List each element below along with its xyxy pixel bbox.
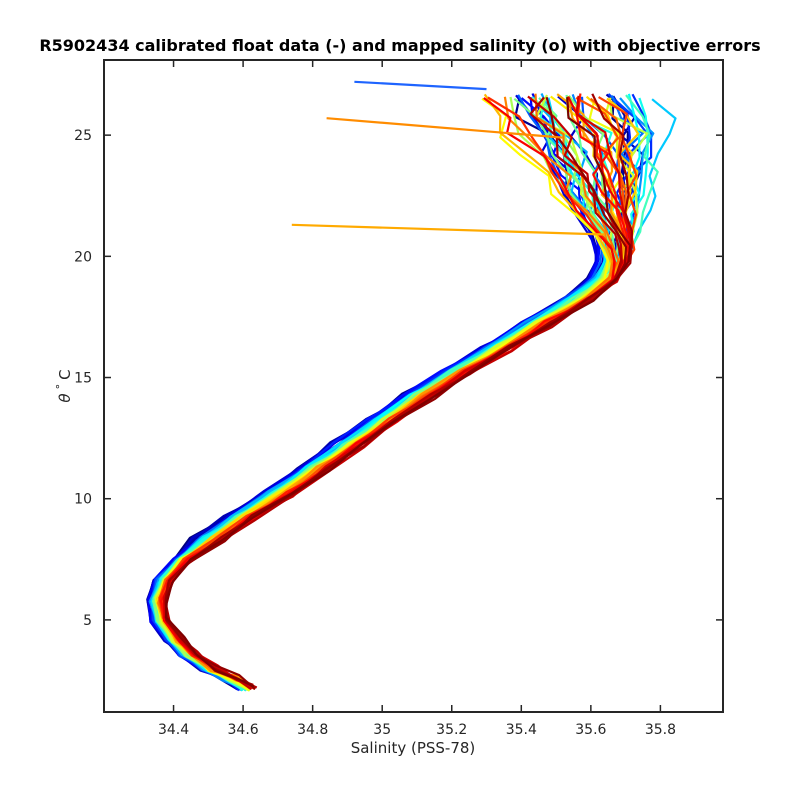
profile-line [147, 97, 600, 689]
profile-line [147, 93, 598, 691]
profile-line [150, 97, 610, 692]
y-axis-label-unit: C [56, 369, 74, 379]
profile-line [150, 97, 601, 691]
y-tick-label: 10 [74, 492, 92, 508]
outlier-profile-line [354, 80, 487, 91]
profile-line [156, 93, 613, 689]
profile-line [155, 97, 626, 692]
profile-line [155, 98, 611, 691]
outlier-profile-line [291, 223, 605, 236]
x-tick-label: 34.4 [158, 722, 189, 738]
profile-line [157, 97, 612, 688]
y-tick-label: 25 [74, 128, 92, 144]
x-tick-label: 35 [373, 722, 391, 738]
profile-line [159, 93, 628, 690]
profile-line [158, 97, 610, 687]
profile-line [156, 97, 611, 691]
profile-line [151, 94, 613, 690]
profile-line [151, 98, 606, 689]
profile-line [146, 97, 598, 691]
x-axis-label: Salinity (PSS-78) [351, 739, 476, 757]
profile-line [150, 93, 653, 692]
profile-line [151, 97, 613, 687]
x-tick-label: 34.6 [228, 722, 259, 738]
profile-line [158, 96, 610, 691]
profile-line [164, 96, 623, 689]
profile-line [152, 94, 616, 688]
plot-frame [103, 59, 724, 713]
outlier-profile-line [326, 117, 564, 139]
y-axis-label: θ ° C [54, 369, 74, 402]
profile-line [147, 95, 611, 687]
profile-line [150, 96, 620, 689]
profile-line [160, 97, 629, 690]
profile-line [147, 94, 597, 692]
profile-line [162, 97, 616, 687]
profile-line [162, 96, 631, 689]
y-tick-label: 15 [74, 371, 92, 387]
x-tick-label: 35.6 [575, 722, 606, 738]
profile-line [163, 96, 617, 690]
profile-line [154, 96, 607, 688]
profile-line [146, 95, 626, 688]
axis-ticks: 34.4 34.6 34.8 35 35.2 35.4 35.6 35.8 5 10 15 20 25 [74, 60, 723, 738]
profile-line [164, 97, 632, 688]
chart-title: R5902434 calibrated float data (-) and m… [39, 36, 760, 55]
x-tick-label: 35.2 [436, 722, 467, 738]
profile-line [157, 95, 623, 688]
profile-lines [146, 80, 677, 692]
profile-line [150, 97, 631, 689]
profile-line [151, 94, 603, 688]
profile-line [151, 93, 610, 690]
profile-line [160, 96, 614, 687]
y-tick-label: 5 [83, 613, 92, 629]
x-tick-label: 35.8 [645, 722, 676, 738]
profile-line [164, 96, 628, 691]
y-axis-label-degree: ° [54, 384, 67, 390]
x-tick-label: 34.8 [297, 722, 328, 738]
y-axis-label-symbol: θ [56, 393, 74, 402]
profile-line [154, 94, 614, 687]
profile-line [164, 95, 624, 691]
x-tick-label: 35.4 [506, 722, 537, 738]
y-tick-label: 20 [74, 249, 92, 265]
